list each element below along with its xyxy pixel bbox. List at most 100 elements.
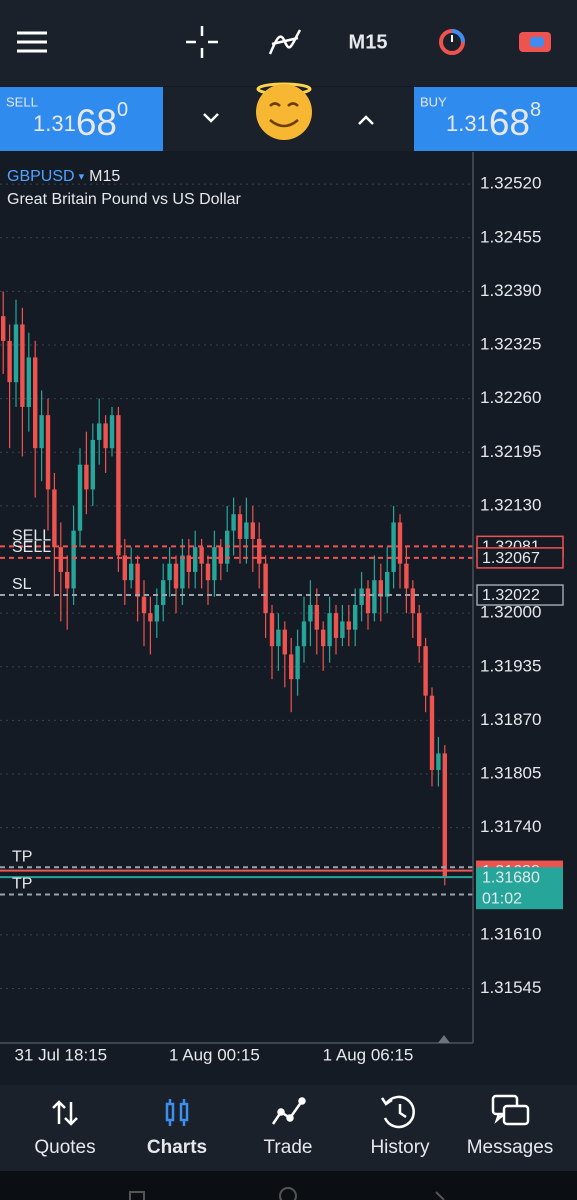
candle-body: [20, 324, 25, 407]
candle-body: [308, 604, 313, 622]
nav-item[interactable]: Quotes: [34, 1137, 95, 1158]
y-tick-label: 1.31805: [480, 764, 541, 783]
candle-body: [244, 522, 249, 539]
candle-body: [404, 563, 409, 589]
candle-body: [39, 415, 44, 449]
y-tick-label: 1.32130: [480, 495, 541, 514]
candle-body: [397, 522, 403, 564]
menu-button[interactable]: [17, 31, 47, 53]
symbol-menu[interactable]: ▾: [79, 171, 85, 183]
candle-body: [314, 604, 319, 630]
candle-body: [77, 464, 83, 531]
trade-icon: [271, 1097, 306, 1125]
candle-body: [237, 514, 243, 539]
candle-body: [205, 563, 211, 581]
candle-body: [154, 604, 159, 622]
candle-body: [186, 555, 191, 572]
candle-body: [359, 588, 364, 605]
buy-label: BUY: [420, 94, 447, 109]
order-level-label: TP: [12, 876, 32, 893]
y-tick-label: 1.32325: [480, 335, 541, 354]
y-tick-label: 1.31935: [480, 656, 541, 675]
candle-body: [295, 646, 300, 680]
candle-body: [103, 423, 108, 449]
price-label: 1.32022: [482, 587, 540, 604]
candle-body: [289, 654, 294, 680]
crosshair-button[interactable]: [186, 26, 218, 58]
candle-body: [333, 613, 339, 638]
nav-item[interactable]: Messages: [467, 1137, 554, 1158]
candle-body: [109, 415, 115, 449]
candle-body: [1, 316, 6, 341]
symbol[interactable]: GBPUSD: [7, 168, 75, 185]
candle-body: [33, 357, 38, 449]
candle-body: [269, 613, 275, 647]
sell-label: SELL: [6, 94, 38, 109]
order-level-label: SELL: [12, 539, 51, 556]
sell-button[interactable]: [0, 87, 163, 151]
candle-body: [429, 695, 435, 770]
nav-item[interactable]: History: [370, 1137, 430, 1158]
plot: [0, 291, 473, 896]
candle-body: [161, 580, 166, 605]
quotes-icon: [52, 1100, 78, 1126]
buy-price: 1.31688: [446, 99, 541, 143]
candle-body: [327, 613, 332, 647]
system-bar: [0, 1171, 577, 1200]
candle-body: [385, 571, 390, 597]
candle-body: [423, 646, 428, 696]
indicators-button[interactable]: [268, 29, 302, 55]
order-level-label: SELL: [12, 528, 51, 545]
candle-body: [257, 538, 262, 564]
candle-body: [301, 621, 307, 647]
candle-body: [84, 464, 89, 490]
candle-body: [436, 753, 441, 770]
candle-body: [141, 596, 147, 614]
candle-body: [45, 415, 51, 490]
candle-body: [26, 357, 31, 407]
candle-body: [212, 547, 217, 581]
candle-body: [199, 547, 204, 564]
y-tick-label: 1.32260: [480, 388, 541, 407]
y-tick-label: 1.32000: [480, 603, 541, 622]
price-label-box: [476, 547, 564, 569]
candle-body: [365, 588, 371, 614]
y-tick-label: 1.31870: [480, 710, 541, 729]
candle-body: [391, 522, 396, 572]
candle-body: [378, 580, 383, 597]
sell-price: 1.31680: [33, 99, 128, 143]
alarm-button[interactable]: [439, 29, 465, 55]
price-big: 68: [489, 102, 530, 143]
candle-body: [122, 555, 127, 581]
price-big: 68: [76, 102, 117, 143]
y-tick-label: 1.32390: [480, 281, 541, 300]
buy-button[interactable]: [414, 87, 577, 151]
candle-body: [90, 439, 95, 490]
candle-body: [250, 522, 255, 539]
candle-body: [58, 547, 63, 572]
price-small: 8: [530, 99, 541, 121]
candle-body: [346, 621, 351, 630]
history-icon: [380, 1095, 415, 1129]
timeframe-button[interactable]: M15: [349, 31, 388, 53]
nav-item[interactable]: Trade: [264, 1137, 313, 1158]
candle-body: [340, 621, 345, 638]
y-tick-label: 1.31740: [480, 817, 541, 836]
bid-label: 1.31680: [482, 869, 540, 886]
price-prefix: 1.31: [446, 111, 489, 136]
price-label: 1.32067: [482, 550, 540, 567]
sticker: [256, 82, 312, 140]
charts-icon: [165, 1099, 189, 1126]
nav-item[interactable]: Charts: [147, 1137, 207, 1158]
chart-symbol: GBPUSD ▾ M15: [7, 168, 120, 185]
y-tick-label: 1.32195: [480, 442, 541, 461]
volume-up-button[interactable]: [358, 115, 374, 125]
grid: [0, 183, 473, 990]
trade-toggle-button[interactable]: [519, 32, 551, 52]
y-tick-label: 1.32455: [480, 227, 541, 246]
volume-down-button[interactable]: [203, 113, 219, 123]
candle-body: [321, 629, 326, 647]
chart-description: Great Britain Pound vs US Dollar: [7, 191, 242, 208]
y-tick-label: 1.31610: [480, 924, 541, 943]
